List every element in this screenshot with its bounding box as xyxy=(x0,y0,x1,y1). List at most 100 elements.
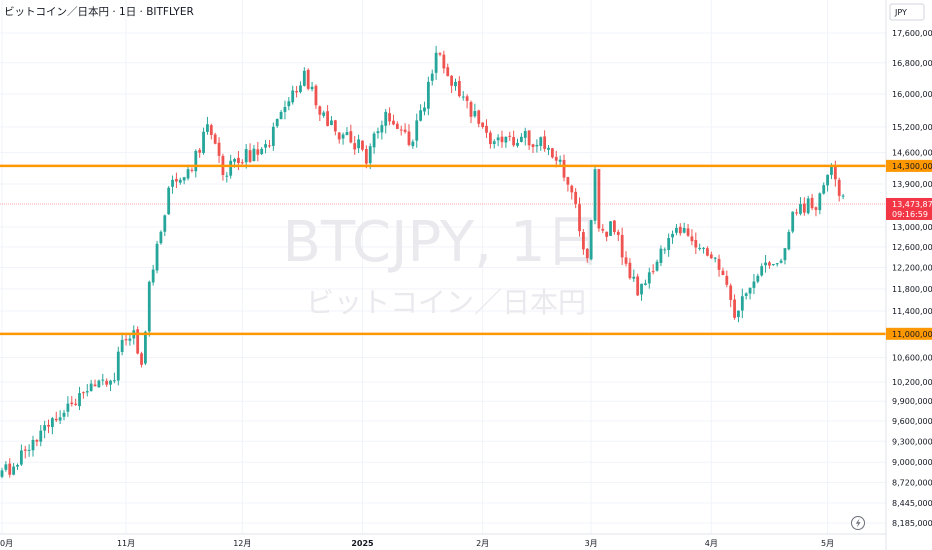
candle[interactable] xyxy=(202,127,205,155)
candle[interactable] xyxy=(361,140,364,152)
candle[interactable] xyxy=(171,175,174,194)
candle[interactable] xyxy=(833,160,837,187)
candle[interactable] xyxy=(721,267,725,276)
candle[interactable] xyxy=(4,461,8,472)
candle[interactable] xyxy=(116,346,120,386)
candle[interactable] xyxy=(50,416,54,435)
candle[interactable] xyxy=(345,127,349,136)
candle[interactable] xyxy=(23,445,27,459)
candle[interactable] xyxy=(78,386,81,411)
candle[interactable] xyxy=(477,109,481,128)
candle[interactable] xyxy=(678,223,682,236)
candle[interactable] xyxy=(527,130,531,150)
candle[interactable] xyxy=(500,130,504,148)
candle[interactable] xyxy=(779,258,783,264)
candle[interactable] xyxy=(582,229,585,255)
candle[interactable] xyxy=(585,248,589,263)
candle[interactable] xyxy=(256,142,260,162)
candle[interactable] xyxy=(675,224,678,236)
candle[interactable] xyxy=(364,145,368,169)
candle[interactable] xyxy=(756,273,760,284)
candle[interactable] xyxy=(601,224,605,234)
candle[interactable] xyxy=(395,121,399,130)
candle[interactable] xyxy=(388,107,391,126)
candle[interactable] xyxy=(729,283,733,308)
candle[interactable] xyxy=(523,127,527,146)
candle[interactable] xyxy=(415,113,419,148)
candle[interactable] xyxy=(12,462,16,476)
candle[interactable] xyxy=(461,91,465,101)
candle[interactable] xyxy=(372,131,376,154)
candle[interactable] xyxy=(632,269,636,282)
candle[interactable] xyxy=(190,167,194,173)
candle[interactable] xyxy=(814,206,818,217)
candle[interactable] xyxy=(287,97,291,111)
candle[interactable] xyxy=(733,294,736,320)
candle[interactable] xyxy=(182,176,186,185)
candle[interactable] xyxy=(810,193,814,211)
candle[interactable] xyxy=(93,379,97,387)
candle[interactable] xyxy=(240,159,244,165)
candle[interactable] xyxy=(349,124,353,144)
candle[interactable] xyxy=(508,131,512,141)
currency-button[interactable] xyxy=(889,3,925,21)
candle[interactable] xyxy=(426,76,430,116)
candle[interactable] xyxy=(380,120,384,140)
candle[interactable] xyxy=(748,287,752,300)
candle[interactable] xyxy=(593,165,597,225)
candle[interactable] xyxy=(740,288,744,319)
price-axis[interactable]: JPY xyxy=(885,0,932,550)
candle[interactable] xyxy=(516,138,519,148)
candle[interactable] xyxy=(450,75,454,94)
candle[interactable] xyxy=(178,177,182,185)
candle[interactable] xyxy=(667,233,671,257)
candle[interactable] xyxy=(279,109,283,120)
candle[interactable] xyxy=(411,139,415,149)
candle[interactable] xyxy=(403,123,407,134)
candle[interactable] xyxy=(264,139,267,154)
candle[interactable] xyxy=(570,184,574,200)
candle[interactable] xyxy=(771,263,775,267)
candle[interactable] xyxy=(566,176,570,192)
candle[interactable] xyxy=(709,251,713,260)
lightning-icon[interactable] xyxy=(851,516,865,530)
candle[interactable] xyxy=(341,132,345,145)
candle[interactable] xyxy=(589,219,593,261)
candle[interactable] xyxy=(636,273,640,297)
candle[interactable] xyxy=(826,174,829,192)
candle[interactable] xyxy=(717,254,721,277)
candle[interactable] xyxy=(260,147,264,155)
candle[interactable] xyxy=(0,467,4,479)
candle[interactable] xyxy=(469,100,473,124)
candle[interactable] xyxy=(271,122,275,151)
candle[interactable] xyxy=(43,420,47,439)
candle[interactable] xyxy=(795,208,798,216)
candle[interactable] xyxy=(105,378,109,387)
candle[interactable] xyxy=(481,122,485,129)
candle[interactable] xyxy=(19,444,23,467)
candle[interactable] xyxy=(663,247,667,255)
candle[interactable] xyxy=(337,132,341,144)
candle[interactable] xyxy=(706,246,709,257)
candle[interactable] xyxy=(237,151,240,171)
candle[interactable] xyxy=(659,245,663,267)
candle[interactable] xyxy=(512,130,516,147)
candle[interactable] xyxy=(85,383,89,397)
candle[interactable] xyxy=(159,230,163,245)
candle[interactable] xyxy=(702,246,705,254)
candle[interactable] xyxy=(822,182,826,195)
candle[interactable] xyxy=(248,143,252,164)
candle[interactable] xyxy=(74,398,78,406)
candle[interactable] xyxy=(27,444,31,457)
candle[interactable] xyxy=(457,76,461,98)
candle[interactable] xyxy=(609,220,612,236)
candle[interactable] xyxy=(737,310,740,323)
candle[interactable] xyxy=(31,435,35,457)
candle[interactable] xyxy=(775,263,779,267)
candle[interactable] xyxy=(206,116,209,135)
candle[interactable] xyxy=(54,411,58,423)
candle[interactable] xyxy=(357,134,360,154)
candle[interactable] xyxy=(434,45,438,80)
candle[interactable] xyxy=(550,147,554,159)
candle[interactable] xyxy=(841,193,845,200)
